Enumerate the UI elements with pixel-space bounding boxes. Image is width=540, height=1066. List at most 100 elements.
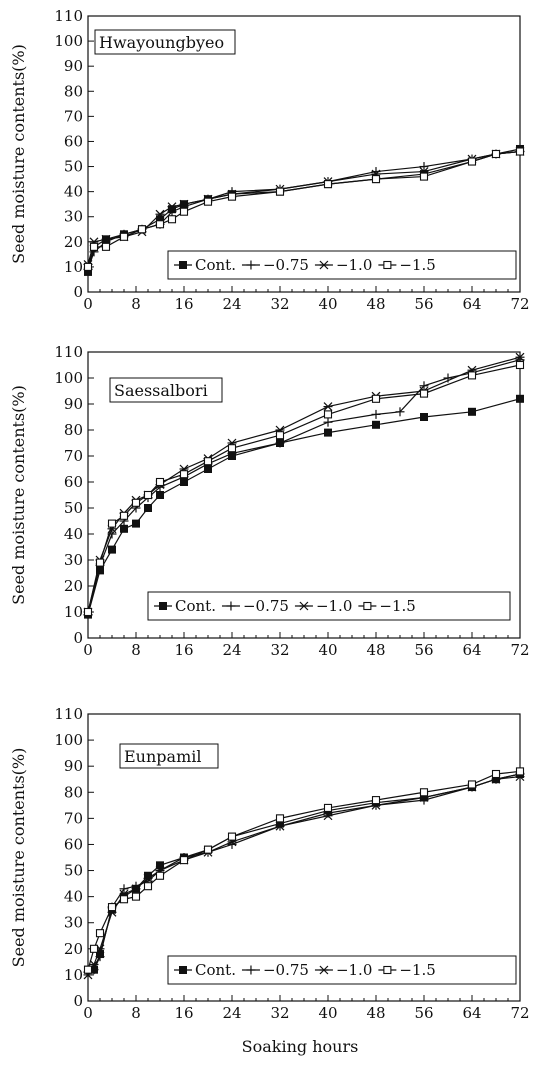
y-tick-label: 50 [64, 158, 83, 176]
legend-marker [383, 965, 392, 975]
y-tick-label: 40 [64, 525, 83, 543]
panel-label: Hwayoungbyeo [99, 33, 224, 52]
data-point [420, 413, 428, 421]
data-point [155, 871, 165, 880]
y-axis-label: Seed moisture contents(%) [9, 748, 28, 968]
data-point [143, 882, 153, 891]
data-point [419, 162, 429, 172]
data-point [143, 490, 153, 500]
data-point [275, 187, 285, 196]
chart-panel-1: 0 10 20 30 40 50 60 70 80 90 100 110 0 8 16 24 32 40 48 56 6… [9, 7, 530, 313]
data-point [95, 558, 105, 567]
panel-label-box [119, 743, 219, 769]
y-tick-label: 20 [64, 233, 83, 251]
data-point [227, 192, 237, 201]
legend: Cont. −0.75 −1.0 −1.5 [147, 591, 511, 621]
data-point [83, 965, 93, 974]
legend-label: Cont. [195, 961, 236, 979]
y-tick-label: 0 [73, 992, 83, 1010]
legend-marker [363, 601, 372, 611]
data-point [107, 519, 117, 528]
series-line [87, 398, 521, 615]
x-tick-label: 0 [83, 641, 93, 659]
panel-label: Eunpamil [124, 747, 201, 766]
legend-item: −1.0 [314, 961, 372, 979]
x-tick-label: 32 [270, 295, 289, 313]
data-point [515, 767, 525, 776]
data-point [275, 821, 285, 831]
legend-label: −1.5 [399, 961, 435, 979]
y-tick-label: 60 [64, 835, 83, 853]
data-point [323, 180, 333, 189]
data-point [468, 407, 476, 416]
data-point [275, 431, 285, 440]
data-point [491, 149, 501, 159]
y-tick-label: 100 [54, 369, 83, 387]
y-axis-label: Seed moisture contents(%) [9, 44, 28, 264]
y-axis-label: Seed moisture contents(%) [9, 385, 28, 605]
x-tick-label: 72 [510, 295, 529, 313]
legend-item: −0.75 [241, 256, 309, 274]
data-point [119, 895, 129, 904]
legend-box [167, 250, 517, 280]
data-point [119, 511, 129, 520]
series-sq-filled [84, 394, 524, 619]
y-tick-label: 80 [64, 421, 83, 439]
y-tick-label: 40 [64, 183, 83, 201]
data-point [203, 845, 213, 854]
x-tick-label: 64 [462, 295, 481, 313]
data-point [227, 444, 237, 453]
data-point [155, 209, 165, 219]
legend-marker [226, 601, 236, 611]
data-point [156, 491, 164, 499]
panel-label: Saessalbori [114, 381, 208, 400]
x-tick-label: 56 [414, 295, 433, 313]
legend-label: Cont. [175, 597, 216, 615]
data-point [419, 381, 429, 391]
panel-label-box [109, 377, 223, 403]
data-point [227, 832, 237, 841]
series-line [87, 359, 521, 615]
x-tick-label: 16 [174, 295, 193, 313]
data-point [467, 780, 477, 789]
y-tick-label: 80 [64, 783, 83, 801]
data-point [119, 884, 129, 894]
data-point [144, 504, 152, 512]
x-tick-label: 32 [270, 641, 289, 659]
data-point [131, 498, 141, 507]
data-point [323, 803, 333, 812]
data-point [515, 352, 525, 362]
series-line [88, 773, 521, 971]
y-tick-label: 70 [64, 107, 83, 125]
data-point [203, 197, 213, 206]
y-tick-label: 90 [64, 57, 83, 75]
legend-item: −1.5 [378, 961, 436, 979]
legend-item: Cont. [174, 256, 236, 274]
data-point [203, 457, 213, 466]
legend: Cont. −0.75 −1.0 −1.5 [167, 250, 517, 280]
x-tick-label: 64 [462, 641, 481, 659]
y-tick-label: 30 [64, 914, 83, 932]
data-point [419, 788, 429, 797]
legend-label: −1.0 [336, 256, 372, 274]
series-line [87, 364, 521, 613]
y-tick-label: 40 [64, 888, 83, 906]
data-point [323, 410, 333, 419]
y-tick-label: 50 [64, 499, 83, 517]
legend-item: Cont. [174, 961, 236, 979]
data-point [516, 394, 524, 403]
data-point [323, 811, 333, 821]
y-tick-label: 0 [73, 283, 83, 301]
x-tick-label: 72 [510, 641, 529, 659]
legend-label: Cont. [195, 256, 236, 274]
legend-item: −1.5 [358, 597, 416, 615]
y-tick-label: 30 [64, 208, 83, 226]
legend-item: −0.75 [221, 597, 289, 615]
y-tick-label: 10 [64, 258, 83, 276]
x-tick-label: 32 [270, 1004, 289, 1022]
legend: Cont. −0.75 −1.0 −1.5 [167, 955, 517, 985]
y-tick-label: 70 [64, 447, 83, 465]
data-point [143, 873, 153, 883]
legend-marker [159, 602, 167, 610]
x-tick-label: 48 [366, 1004, 385, 1022]
